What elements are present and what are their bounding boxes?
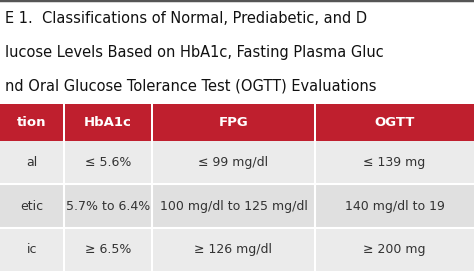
Bar (64, 228, 152, 271)
Text: etic: etic (20, 199, 44, 212)
Bar (63, 104, 65, 141)
Bar (0, 184, 64, 228)
Text: OGTT: OGTT (374, 116, 415, 129)
Text: ≥ 126 mg/dl: ≥ 126 mg/dl (194, 243, 273, 256)
Text: ≥ 6.5%: ≥ 6.5% (85, 243, 131, 256)
Bar (152, 228, 315, 271)
Text: tion: tion (17, 116, 47, 129)
Text: lucose Levels Based on HbA1c, Fasting Plasma Gluc: lucose Levels Based on HbA1c, Fasting Pl… (5, 45, 383, 60)
Text: ≤ 99 mg/dl: ≤ 99 mg/dl (199, 156, 268, 169)
Text: E 1.  Classifications of Normal, Prediabetic, and D: E 1. Classifications of Normal, Prediabe… (5, 11, 367, 26)
Bar (314, 104, 316, 141)
Bar (315, 228, 474, 271)
Text: nd Oral Glucose Tolerance Test (OGTT) Evaluations: nd Oral Glucose Tolerance Test (OGTT) Ev… (5, 78, 376, 93)
Text: 5.7% to 6.4%: 5.7% to 6.4% (66, 199, 150, 212)
Text: FPG: FPG (219, 116, 248, 129)
Bar (0, 104, 64, 141)
Bar (315, 184, 474, 228)
Text: ≤ 5.6%: ≤ 5.6% (85, 156, 131, 169)
Text: ic: ic (27, 243, 37, 256)
Bar (152, 104, 315, 141)
Bar (315, 141, 474, 184)
Bar (152, 141, 315, 184)
Bar (64, 104, 152, 141)
Text: ≤ 139 mg: ≤ 139 mg (364, 156, 426, 169)
Text: HbA1c: HbA1c (84, 116, 132, 129)
Text: ≥ 200 mg: ≥ 200 mg (364, 243, 426, 256)
Bar (0, 228, 64, 271)
Bar (152, 184, 315, 228)
Text: al: al (27, 156, 37, 169)
Bar (315, 104, 474, 141)
Bar (151, 104, 153, 141)
Bar (0, 141, 64, 184)
Text: 100 mg/dl to 125 mg/dl: 100 mg/dl to 125 mg/dl (160, 199, 307, 212)
Bar (64, 141, 152, 184)
Text: 140 mg/dl to 19: 140 mg/dl to 19 (345, 199, 445, 212)
Bar (64, 184, 152, 228)
